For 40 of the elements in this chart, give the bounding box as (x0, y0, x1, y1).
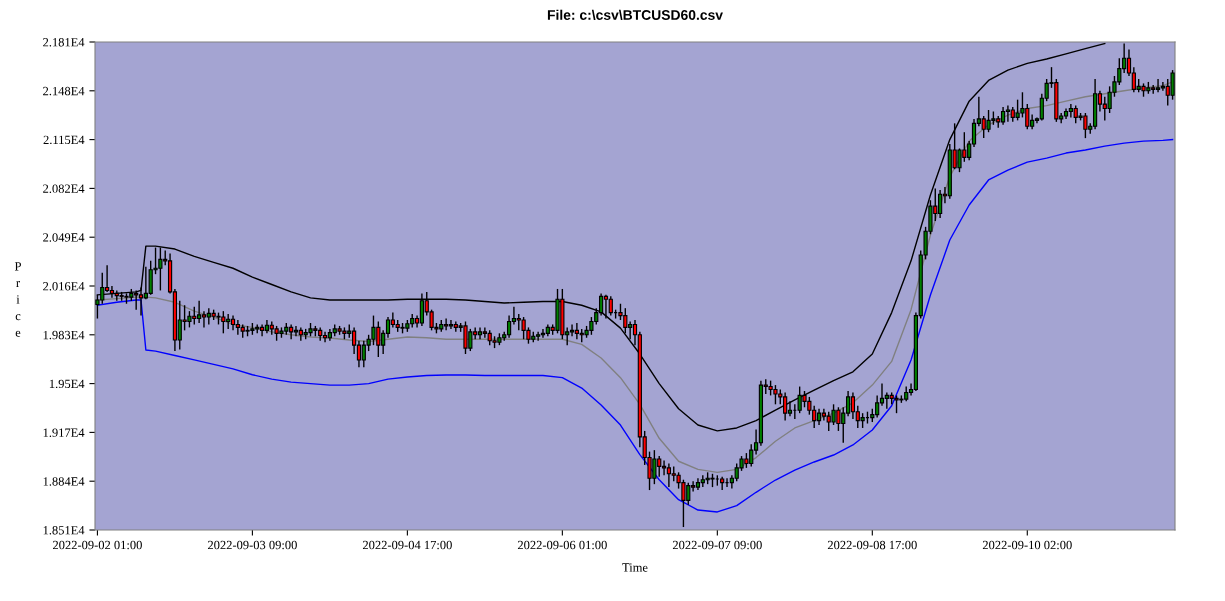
candlestick (787, 400, 793, 417)
candlestick (661, 459, 667, 476)
candlestick (109, 285, 115, 299)
x-tick-label: 2022-09-06 01:00 (517, 540, 607, 550)
y-tick-label: 1.917E4 (43, 428, 85, 437)
y-tick-label: 1.851E4 (43, 526, 85, 535)
candlestick (850, 391, 856, 420)
y-tick-label: 2.016E4 (43, 282, 85, 291)
candlestick (608, 295, 613, 317)
y-axis-title: Price (14, 262, 21, 337)
x-tick-label: 2022-09-08 17:00 (827, 540, 917, 550)
x-tick-label: 2022-09-10 02:00 (982, 540, 1072, 550)
x-tick-label: 2022-09-03 09:00 (207, 540, 297, 550)
x-tick-label: 2022-09-07 09:00 (672, 540, 762, 550)
y-tick-label: 2.148E4 (43, 86, 85, 96)
candlestick (322, 331, 328, 343)
candlestick (138, 286, 144, 317)
x-axis-title: Time (622, 563, 648, 572)
y-tick-label: 1.983E4 (43, 330, 85, 340)
chart-title: File: c:\csv\BTCUSD60.csv (547, 9, 723, 21)
candlestick (1005, 104, 1011, 123)
candlestick (666, 462, 672, 488)
y-tick-label: 2.082E4 (43, 184, 85, 193)
y-tick-label: 2.049E4 (43, 233, 85, 242)
candlestick (1170, 69, 1175, 101)
candlestick (259, 323, 265, 337)
candlestick (448, 319, 454, 330)
candlestick (1155, 78, 1161, 93)
y-tick-label: 1.95E4 (49, 379, 85, 389)
candlestick (419, 292, 425, 327)
candlestick (506, 314, 512, 339)
y-tick-label: 2.181E4 (43, 38, 85, 47)
y-tick-label: 2.115E4 (43, 135, 85, 145)
candlestick (603, 294, 609, 320)
line-series (96, 138, 1174, 513)
y-tick-label: 1.884E4 (43, 477, 85, 486)
candlestick (477, 326, 483, 340)
candlestick (201, 310, 207, 329)
x-tick-label: 2022-09-04 17:00 (362, 540, 452, 550)
x-tick-label: 2022-09-02 01:00 (53, 540, 142, 550)
